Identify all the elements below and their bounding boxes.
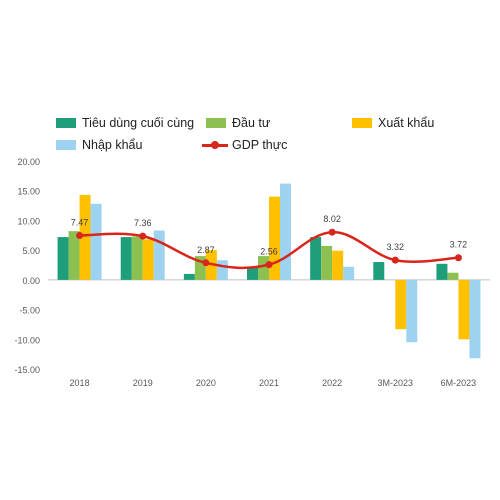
gdp-point (202, 259, 210, 267)
y-tick-label: 10.00 (17, 216, 40, 226)
y-tick-label: 20.00 (17, 157, 40, 167)
bar (373, 262, 385, 280)
x-tick-label: 6M-2023 (441, 378, 477, 388)
legend-item-consumption: Tiêu dùng cuối cùng (56, 116, 194, 130)
bar (395, 279, 407, 330)
x-tick-label: 3M-2023 (378, 378, 414, 388)
gdp-data-label: 2.56 (260, 247, 278, 257)
gdp-point (328, 228, 336, 236)
legend-label-gdp: GDP thực (232, 138, 288, 152)
gdp-point (391, 256, 399, 264)
gdp-point (265, 261, 273, 269)
bar (447, 272, 459, 280)
y-tick-label: 5.00 (22, 246, 40, 256)
y-tick-label: -5.00 (19, 306, 40, 316)
bar (183, 273, 195, 280)
bar (406, 279, 418, 343)
legend-label-consumption: Tiêu dùng cuối cùng (82, 116, 195, 130)
gdp-data-label: 7.47 (71, 217, 89, 227)
legend-label-import: Nhập khẩu (82, 138, 143, 152)
bar (343, 266, 355, 280)
y-tick-label: 15.00 (17, 187, 40, 197)
legend-item-import: Nhập khẩu (56, 138, 142, 152)
bar (458, 279, 470, 340)
legend-item-gdp: GDP thực (202, 138, 287, 152)
bar (436, 263, 448, 280)
bar (131, 236, 143, 280)
gdp-data-label: 7.36 (134, 218, 152, 228)
gdp-data-label: 8.02 (323, 214, 341, 224)
gdp-data-label: 2.87 (197, 245, 215, 255)
bar (79, 194, 91, 280)
legend-item-investment: Đầu tư (206, 116, 270, 130)
legend-label-export: Xuất khẩu (378, 116, 435, 130)
gdp-point (76, 231, 84, 239)
y-tick-label: 0.00 (22, 276, 40, 286)
bar (310, 237, 322, 280)
gdp-point (454, 254, 462, 262)
x-tick-label: 2022 (322, 378, 342, 388)
legend-item-export: Xuất khẩu (352, 116, 434, 130)
legend-line-swatch-gdp (202, 140, 228, 150)
bar (90, 203, 102, 280)
gdp-data-label: 3.32 (387, 242, 405, 252)
bar (142, 239, 154, 280)
bar (332, 250, 344, 280)
bar (469, 279, 481, 359)
bar (57, 237, 69, 280)
bar (258, 256, 269, 280)
y-tick-label: -15.00 (14, 365, 40, 375)
bar (68, 231, 80, 280)
bar (120, 237, 132, 280)
bar (269, 196, 280, 280)
bar (321, 245, 333, 280)
bar (280, 183, 291, 280)
x-tick-label: 2018 (70, 378, 90, 388)
gdp-point (139, 232, 147, 240)
legend-label-investment: Đầu tư (232, 116, 271, 130)
legend-swatch-import (56, 140, 76, 150)
legend-swatch-investment (206, 118, 226, 128)
bar (216, 260, 228, 280)
y-tick-label: -10.00 (14, 335, 40, 345)
bar (247, 267, 258, 280)
bar (194, 256, 206, 280)
legend-swatch-export (352, 118, 372, 128)
x-tick-label: 2021 (259, 378, 279, 388)
x-tick-label: 2019 (133, 378, 153, 388)
gdp-data-label: 3.72 (450, 240, 468, 250)
legend: Tiêu dùng cuối cùng Đầu tư Xuất khẩu Nhậ… (0, 0, 500, 160)
legend-swatch-consumption (56, 118, 76, 128)
bar (153, 230, 165, 280)
x-tick-label: 2020 (196, 378, 216, 388)
